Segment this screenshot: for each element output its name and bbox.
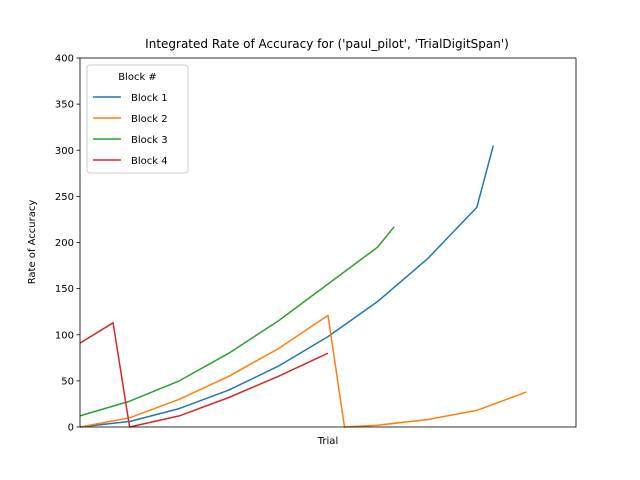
legend-box: [86, 64, 189, 174]
legend-label-1: Block 1: [131, 93, 168, 104]
y-tick-label: 50: [61, 376, 74, 387]
y-tick-label: 350: [55, 100, 74, 111]
legend-label-3: Block 3: [131, 135, 168, 146]
x-axis-label: Trial: [317, 436, 338, 447]
series-line-4: [79, 322, 329, 428]
y-tick-label: 100: [55, 330, 74, 341]
y-tick-label: 0: [68, 423, 74, 434]
y-axis-label: Rate of Accuracy: [27, 200, 38, 285]
series-line-1: [79, 145, 495, 428]
legend-title: Block #: [118, 72, 157, 83]
series-line-3: [79, 226, 395, 417]
y-tick-label: 300: [55, 146, 74, 157]
y-tick-label: 250: [55, 192, 74, 203]
y-tick-label: 150: [55, 284, 74, 295]
y-tick-label: 400: [55, 54, 74, 65]
legend: Block # Block 1 Block 2 Block 3 Block 4: [86, 64, 189, 174]
legend-label-4: Block 4: [131, 156, 168, 167]
chart-title: Integrated Rate of Accuracy for ('paul_p…: [145, 37, 509, 51]
legend-label-2: Block 2: [131, 114, 168, 125]
y-tick-label: 200: [55, 238, 74, 249]
series-line-2: [79, 314, 527, 428]
